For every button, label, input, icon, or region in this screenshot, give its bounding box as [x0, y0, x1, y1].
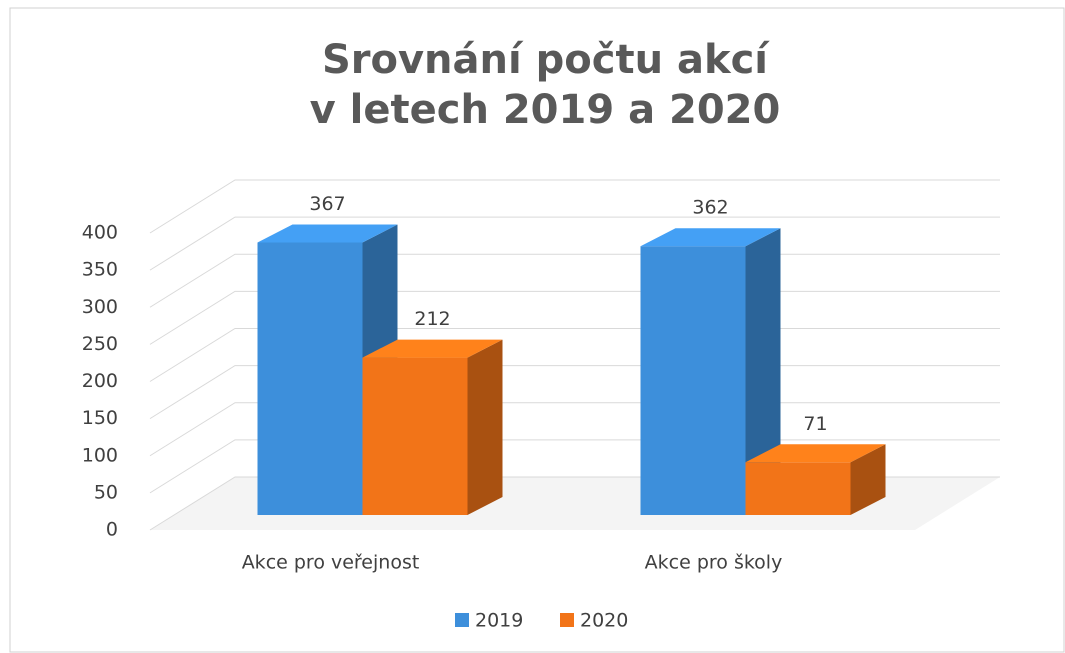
chart-title: Srovnání počtu akcí: [322, 37, 770, 83]
y-tick-label: 350: [82, 259, 118, 281]
bar: [362, 339, 503, 515]
bar-front: [745, 462, 851, 515]
chart-frame: [9, 7, 1065, 653]
y-tick-label: 250: [82, 333, 118, 355]
y-tick-label: 150: [82, 407, 118, 429]
chart-title: v letech 2019 a 2020: [310, 87, 781, 133]
y-tick-label: 300: [82, 296, 118, 318]
bar-front: [362, 357, 468, 515]
bar-top: [362, 339, 503, 358]
legend-label: 2020: [580, 610, 628, 632]
value-label: 367: [309, 193, 345, 215]
x-tick-label: Akce pro školy: [645, 552, 783, 574]
bar-side: [745, 228, 781, 515]
bar: [745, 444, 886, 515]
bar-side: [467, 339, 503, 515]
bar-top: [745, 444, 886, 463]
y-tick-label: 0: [106, 519, 118, 541]
bar-front: [640, 246, 746, 515]
value-label: 362: [692, 197, 728, 219]
bar-side: [850, 444, 886, 515]
x-tick-label: Akce pro veřejnost: [242, 552, 420, 574]
grid-line: [149, 216, 1000, 271]
y-tick-label: 400: [82, 222, 118, 244]
value-label: 71: [803, 413, 827, 435]
bar: [640, 228, 781, 515]
y-tick-label: 200: [82, 370, 118, 392]
bar-front: [257, 242, 363, 515]
legend-swatch: [560, 613, 574, 627]
grid-line: [149, 179, 1000, 234]
bar-top: [640, 228, 781, 247]
legend-label: 2019: [475, 610, 523, 632]
y-tick-label: 100: [82, 444, 118, 466]
y-tick-label: 50: [94, 481, 118, 503]
legend-swatch: [455, 613, 469, 627]
bar-top: [257, 224, 398, 243]
value-label: 212: [414, 308, 450, 330]
